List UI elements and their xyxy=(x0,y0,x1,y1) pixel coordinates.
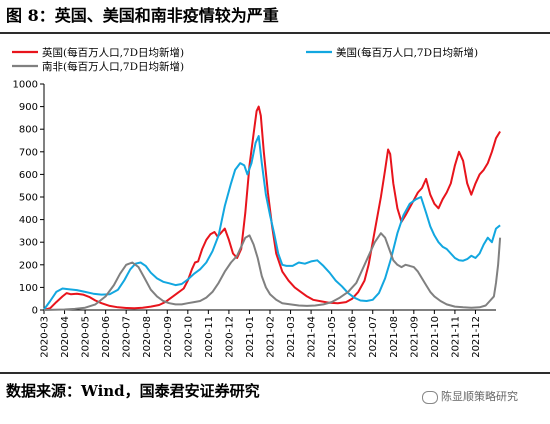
x-tick-label: 2020-06 xyxy=(101,316,112,358)
legend-label-3: 南非(每百万人口,7D日均新增) xyxy=(42,60,184,73)
x-tick-label: 2020-11 xyxy=(204,316,215,358)
y-tick-label: 700 xyxy=(19,147,38,158)
x-tick-label: 2020-10 xyxy=(183,316,194,358)
x-tick-label: 2020-08 xyxy=(142,316,153,358)
x-tick-label: 2021-01 xyxy=(245,316,256,358)
x-tick-label: 2021-06 xyxy=(348,316,359,358)
x-tick-label: 2021-09 xyxy=(409,316,420,358)
source-note: 数据来源：Wind，国泰君安证券研究 xyxy=(6,382,260,400)
top-rule xyxy=(0,32,550,34)
x-tick-label: 2020-09 xyxy=(163,316,174,358)
x-tick-label: 2021-02 xyxy=(266,316,277,358)
line-chart: 0 100 200 300 400 500 600 700 800 900 1000 2020-03 2… xyxy=(12,46,502,358)
y-tick-label: 100 xyxy=(19,283,38,294)
bottom-rule xyxy=(0,372,550,374)
x-tick-label: 2020-05 xyxy=(81,316,92,358)
y-tick-label: 500 xyxy=(19,193,38,204)
legend-label-2: 美国(每百万人口,7D日均新增) xyxy=(336,46,478,59)
figure-title: 图 8：英国、美国和南非疫情较为严重 xyxy=(6,6,279,25)
x-tick-label: 2021-08 xyxy=(389,316,400,358)
watermark: 陈显顺策略研究 xyxy=(422,388,518,404)
y-tick-label: 400 xyxy=(19,215,38,226)
x-tick-label: 2020-04 xyxy=(60,316,71,358)
y-tick-label: 800 xyxy=(19,125,38,136)
x-tick-label: 2021-04 xyxy=(307,316,318,358)
series-line-3 xyxy=(43,232,502,311)
y-tick-label: 900 xyxy=(19,102,38,113)
watermark-text: 陈显顺策略研究 xyxy=(441,390,518,403)
x-tick-label: 2020-07 xyxy=(122,316,133,358)
y-tick-label: 300 xyxy=(19,238,38,249)
y-tick-label: 1000 xyxy=(13,80,38,91)
x-tick-label: 2020-03 xyxy=(40,316,51,358)
x-tick-label: 2021-12 xyxy=(471,316,482,358)
y-tick-label: 600 xyxy=(19,170,38,181)
x-tick-label: 2021-05 xyxy=(327,316,338,358)
x-tick-label: 2021-07 xyxy=(368,316,379,358)
series-line-1 xyxy=(43,105,501,311)
wechat-icon xyxy=(422,390,438,404)
y-tick-label: 200 xyxy=(19,260,38,271)
series-line-2 xyxy=(43,135,501,311)
x-tick-label: 2020-12 xyxy=(224,316,235,358)
y-tick-label: 0 xyxy=(32,306,38,317)
x-tick-label: 2021-11 xyxy=(450,316,461,358)
x-tick-label: 2021-10 xyxy=(430,316,441,358)
x-tick-label: 2021-03 xyxy=(286,316,297,358)
legend-label-1: 英国(每百万人口,7D日均新增) xyxy=(42,46,184,59)
